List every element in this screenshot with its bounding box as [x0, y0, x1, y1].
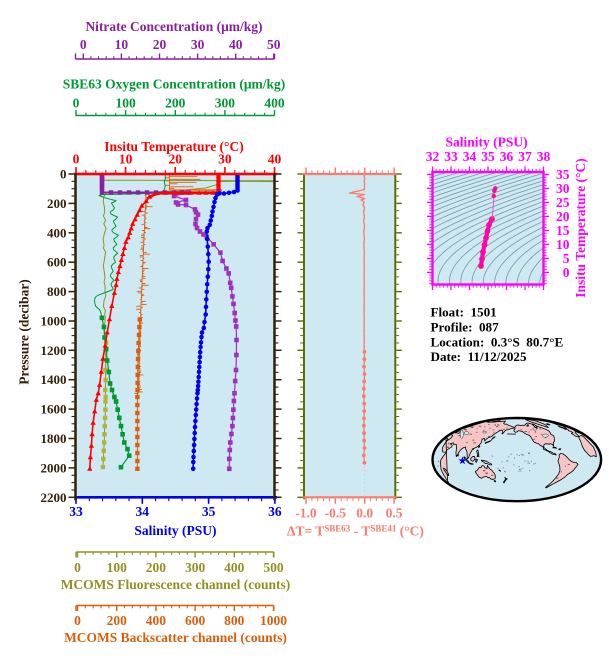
svg-text:5: 5: [563, 251, 570, 266]
svg-text:37: 37: [518, 149, 532, 164]
svg-text:Float: 1501: Float: 1501: [431, 305, 497, 320]
svg-text:1000: 1000: [260, 613, 287, 628]
svg-text:300: 300: [215, 96, 236, 111]
svg-text:0: 0: [80, 37, 87, 52]
svg-text:Date: 11/12/2025: Date: 11/12/2025: [431, 349, 527, 364]
svg-text:0: 0: [563, 265, 570, 280]
svg-text:0: 0: [74, 613, 81, 628]
svg-text:200: 200: [146, 560, 167, 575]
svg-text:36: 36: [268, 504, 282, 519]
svg-text:Profile: 087: Profile: 087: [431, 320, 500, 335]
svg-text:Pressure (decibar): Pressure (decibar): [17, 279, 32, 385]
svg-text:1800: 1800: [41, 431, 67, 446]
svg-text:20: 20: [168, 152, 182, 167]
svg-text:35: 35: [556, 167, 570, 182]
svg-text:34: 34: [136, 504, 150, 519]
svg-text:1400: 1400: [41, 372, 67, 387]
svg-text:200: 200: [107, 613, 128, 628]
svg-text:15: 15: [556, 223, 570, 238]
svg-text:Salinity (PSU): Salinity (PSU): [134, 523, 216, 538]
svg-text:34: 34: [463, 149, 477, 164]
svg-text:-1.0: -1.0: [295, 506, 317, 521]
svg-text:Salinity (PSU): Salinity (PSU): [446, 135, 528, 150]
svg-text:-0.5: -0.5: [325, 506, 347, 521]
svg-text:400: 400: [224, 560, 245, 575]
svg-text:SBE63 Oxygen Concentration (μm: SBE63 Oxygen Concentration (μm/kg): [63, 77, 286, 92]
svg-text:300: 300: [185, 560, 206, 575]
svg-text:33: 33: [444, 149, 458, 164]
svg-text:Insitu Temperature (°C): Insitu Temperature (°C): [104, 139, 243, 154]
svg-text:MCOMS Fluorescence channel (co: MCOMS Fluorescence channel (counts): [61, 577, 291, 592]
svg-text:30: 30: [191, 37, 205, 52]
svg-text:0: 0: [73, 152, 80, 167]
svg-text:20: 20: [153, 37, 167, 52]
svg-text:Nitrate Concentration (μm/kg): Nitrate Concentration (μm/kg): [85, 19, 262, 34]
svg-text:30: 30: [218, 152, 232, 167]
svg-text:800: 800: [47, 284, 67, 299]
svg-text:32: 32: [426, 149, 440, 164]
svg-text:35: 35: [202, 504, 216, 519]
svg-text:600: 600: [185, 613, 206, 628]
svg-text:2200: 2200: [41, 490, 67, 505]
svg-text:1600: 1600: [41, 402, 67, 417]
svg-text:100: 100: [115, 96, 136, 111]
svg-text:Location: 0.3°S 80.7°E: Location: 0.3°S 80.7°E: [431, 335, 564, 350]
svg-text:40: 40: [229, 37, 243, 52]
svg-text:0.0: 0.0: [356, 506, 373, 521]
svg-text:200: 200: [165, 96, 186, 111]
svg-text:MCOMS Backscatter channel (cou: MCOMS Backscatter channel (counts): [64, 630, 287, 645]
svg-text:400: 400: [47, 225, 67, 240]
svg-text:10: 10: [119, 152, 133, 167]
svg-text:36: 36: [500, 149, 514, 164]
svg-text:50: 50: [267, 37, 281, 52]
svg-text:1000: 1000: [41, 314, 67, 329]
svg-text:38: 38: [537, 149, 551, 164]
svg-text:0: 0: [73, 96, 80, 111]
svg-text:40: 40: [268, 152, 282, 167]
svg-text:0.5: 0.5: [386, 506, 403, 521]
svg-text:33: 33: [69, 504, 83, 519]
svg-text:600: 600: [47, 255, 67, 270]
svg-text:10: 10: [556, 237, 570, 252]
svg-text:100: 100: [107, 560, 128, 575]
svg-text:400: 400: [264, 96, 285, 111]
svg-text:200: 200: [47, 196, 67, 211]
svg-text:400: 400: [146, 613, 167, 628]
svg-text:500: 500: [263, 560, 284, 575]
svg-text:20: 20: [556, 209, 570, 224]
svg-text:2000: 2000: [41, 460, 67, 475]
svg-text:ΔT= TSBE63 - TSBE41 (°C): ΔT= TSBE63 - TSBE41 (°C): [287, 524, 424, 539]
svg-text:35: 35: [481, 149, 495, 164]
svg-text:25: 25: [556, 195, 570, 210]
svg-text:0: 0: [74, 560, 81, 575]
svg-text:Insitu Temperature (°C): Insitu Temperature (°C): [573, 158, 588, 297]
svg-text:10: 10: [115, 37, 129, 52]
svg-text:0: 0: [60, 167, 67, 182]
svg-text:1200: 1200: [41, 343, 67, 358]
svg-text:30: 30: [556, 181, 570, 196]
svg-text:800: 800: [224, 613, 245, 628]
